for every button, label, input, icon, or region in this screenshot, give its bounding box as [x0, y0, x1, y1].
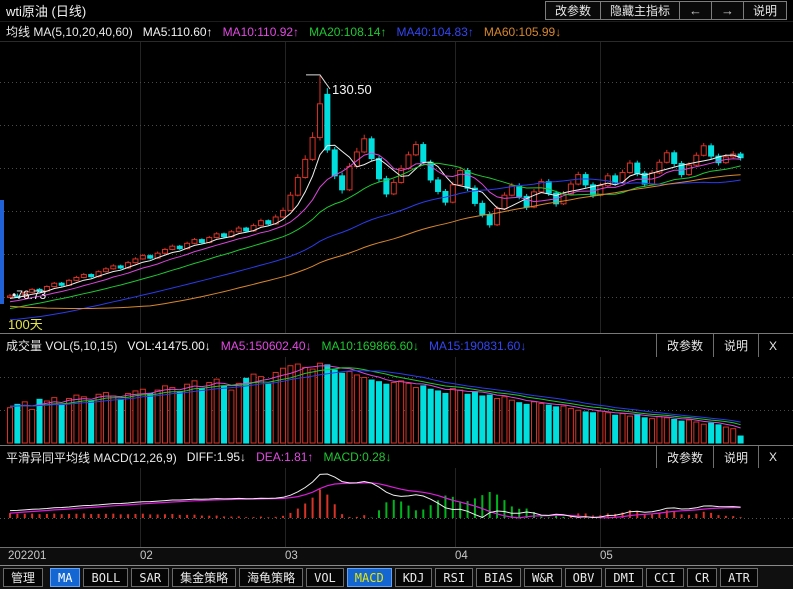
macd-value-1: DEA:1.81↑ [256, 450, 314, 464]
tab-BIAS[interactable]: BIAS [476, 568, 521, 587]
instrument-title: wti原油 (日线) [6, 4, 87, 19]
ma-value-0: MA5:110.60↑ [142, 24, 213, 39]
macd-help-button[interactable]: 说明 [712, 446, 758, 468]
price-chart-canvas[interactable] [0, 42, 793, 333]
volume-help-button[interactable]: 说明 [712, 334, 758, 357]
change-params-button[interactable]: 改参数 [546, 2, 600, 19]
next-button[interactable]: → [710, 2, 743, 19]
tab-DMI[interactable]: DMI [605, 568, 644, 587]
titlebar: wti原油 (日线) 改参数 隐藏主指标 ← → 说明 [0, 0, 793, 22]
tab-OBV[interactable]: OBV [564, 568, 603, 587]
volume-header: 成交量 VOL(5,10,15) VOL:41475.00↓ MA5:150602… [0, 333, 793, 357]
peak-price-label: 130.50 [332, 82, 372, 97]
x-axis-label-05: 05 [600, 550, 613, 562]
macd-value-2: MACD:0.28↓ [323, 450, 392, 464]
prev-button[interactable]: ← [678, 2, 711, 19]
visible-days-label: 100天 [8, 317, 43, 332]
tab-ATR[interactable]: ATR [720, 568, 758, 587]
tab-集金策略[interactable]: 集金策略 [172, 568, 237, 587]
ma-value-4: MA60:105.99↓ [483, 24, 562, 39]
tab-RSI[interactable]: RSI [435, 568, 474, 587]
x-axis: 202201 02 03 04 05 [0, 547, 793, 565]
main-candlestick-chart[interactable]: 130.50 •76.73 100天 [0, 42, 793, 333]
macd-chart-canvas[interactable] [0, 468, 793, 547]
ma-indicator-header: 均线 MA(5,10,20,40,60) MA5:110.60↑ MA10:110… [0, 22, 793, 42]
tab-MA[interactable]: MA [50, 568, 81, 587]
macd-value-0: DIFF:1.95↓ [186, 450, 247, 464]
volume-values: VOL:41475.00↓ MA5:150602.40↓ MA10:169866.6… [127, 339, 526, 353]
macd-chart[interactable] [0, 468, 793, 547]
tab-W&R[interactable]: W&R [523, 568, 562, 587]
tab-SAR[interactable]: SAR [131, 568, 170, 587]
ma-indicator-label: 均线 MA(5,10,20,40,60) [6, 25, 133, 39]
volume-indicator-label: 成交量 VOL(5,10,15) [6, 339, 118, 353]
volume-pane-buttons: 改参数 说明 X [655, 334, 787, 357]
titlebar-toolbar: 改参数 隐藏主指标 ← → 说明 [544, 1, 787, 20]
indicator-tabbar: 管理 MA BOLL SAR 集金策略 海龟策略 VOL MACD KDJ RSI BIAS W&R O… [0, 565, 793, 589]
ma-value-1: MA10:110.92↑ [222, 24, 300, 39]
volume-change-params-button[interactable]: 改参数 [655, 334, 713, 357]
tab-CCI[interactable]: CCI [646, 568, 684, 587]
ma-values: MA5:110.60↑ MA10:110.92↑ MA20:108.14↑ MA40:… [143, 25, 562, 39]
tab-MACD[interactable]: MACD [346, 568, 392, 587]
volume-close-button[interactable]: X [757, 334, 787, 357]
ma-value-3: MA40:104.83↑ [396, 24, 474, 39]
volume-chart[interactable] [0, 357, 793, 445]
hide-main-indicator-button[interactable]: 隐藏主指标 [599, 2, 679, 19]
volume-chart-canvas[interactable] [0, 357, 793, 445]
x-axis-label-02: 02 [140, 550, 153, 562]
macd-change-params-button[interactable]: 改参数 [655, 446, 713, 468]
vol-value-0: VOL:41475.00↓ [127, 338, 211, 353]
macd-close-button[interactable]: X [757, 446, 787, 468]
vol-value-2: MA10:169866.60↓ [321, 338, 419, 353]
tab-VOL[interactable]: VOL [306, 568, 344, 587]
macd-values: DIFF:1.95↓ DEA:1.81↑ MACD:0.28↓ [187, 450, 392, 464]
tab-CR[interactable]: CR [686, 568, 718, 587]
arrow-right-icon: → [720, 3, 734, 18]
vol-value-1: MA5:150602.40↓ [220, 338, 312, 353]
help-button[interactable]: 说明 [742, 2, 786, 19]
left-scroll-indicator [0, 200, 4, 304]
vol-value-3: MA15:190831.60↓ [428, 338, 527, 353]
arrow-left-icon: ← [688, 3, 702, 18]
tab-海龟策略[interactable]: 海龟策略 [239, 568, 304, 587]
x-axis-label-04: 04 [455, 550, 468, 562]
macd-header: 平滑异同平均线 MACD(12,26,9) DIFF:1.95↓ DEA:1.81… [0, 445, 793, 468]
macd-pane-buttons: 改参数 说明 X [655, 446, 787, 468]
x-axis-label-03: 03 [285, 550, 298, 562]
low-price-label: •76.73 [12, 288, 47, 302]
tab-BOLL[interactable]: BOLL [83, 568, 129, 587]
tab-管理[interactable]: 管理 [3, 568, 44, 587]
x-axis-label-202201: 202201 [8, 550, 47, 562]
ma-value-2: MA20:108.14↑ [309, 24, 387, 39]
macd-indicator-label: 平滑异同平均线 MACD(12,26,9) [6, 450, 177, 465]
tab-KDJ[interactable]: KDJ [394, 568, 433, 587]
